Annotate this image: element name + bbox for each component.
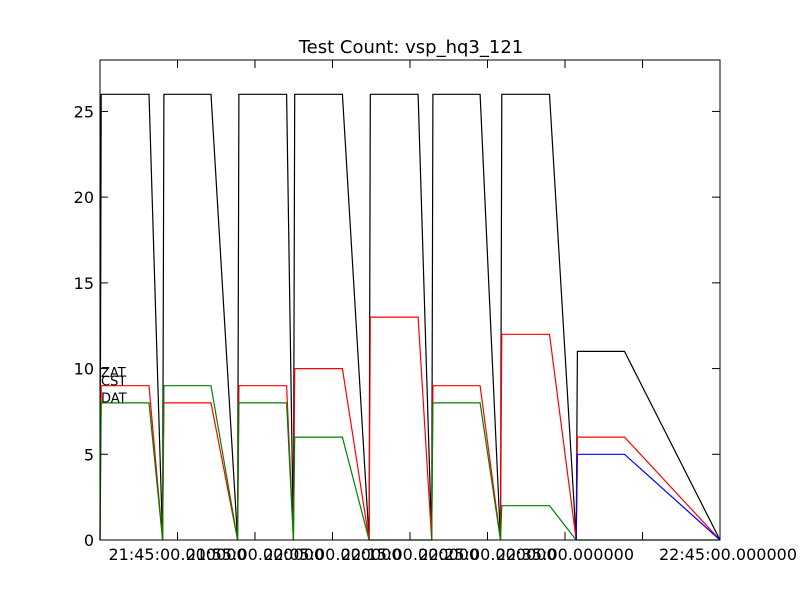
chart-title: Test Count: vsp_hq3_121 (298, 37, 524, 58)
y-tick-label: 25 (74, 102, 94, 121)
series-label-zat: ZAT (101, 366, 126, 381)
y-tick-label: 15 (74, 274, 94, 293)
series-label-dat: DAT (101, 392, 127, 407)
x-tick-label: 22:15:00.000000 (341, 545, 479, 564)
series-line-1 (99, 316, 721, 541)
x-tick-label: 22:05:00.000000 (263, 545, 401, 564)
x-tick-label: 22:45:00.000000 (659, 545, 797, 564)
y-tick-label: 20 (74, 188, 94, 207)
series-line-3 (575, 453, 721, 541)
x-axis-tick-labels: 21:45:00.000000 21:55:00.000000 22:05:00… (108, 545, 797, 564)
x-tick-label: 22:25:00.000000 (418, 545, 556, 564)
x-tick-label: 22:35:00.000000 (496, 545, 634, 564)
series-lines (99, 93, 721, 541)
y-tick-label: 0 (84, 531, 94, 550)
y-axis-tick-labels: 0 5 10 15 20 25 (74, 102, 94, 550)
x-tick-label: 21:55:00.000000 (186, 545, 324, 564)
y-tick-label: 10 (74, 360, 94, 379)
x-tick-label: 21:45:00.000000 (108, 545, 246, 564)
plot-frame (99, 59, 721, 541)
series-line-2 (99, 385, 720, 541)
axis-ticks (100, 60, 720, 541)
series-text-labels: ZAT CST DAT (101, 366, 127, 407)
y-tick-label: 5 (84, 445, 94, 464)
series-label-cst: CST (101, 375, 126, 390)
